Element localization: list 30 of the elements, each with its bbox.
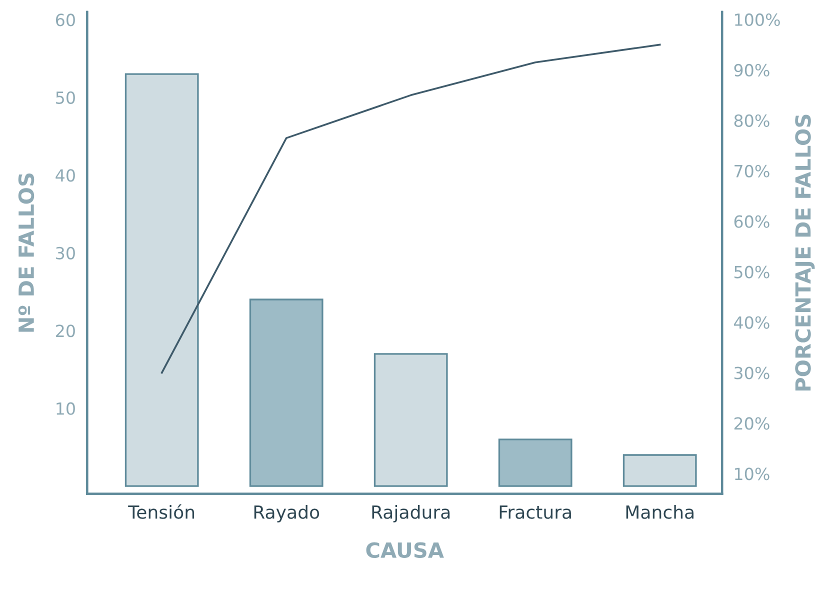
y-axis-title: Nº DE FALLOS [18,174,34,332]
y-tick-label: 20 [56,324,75,338]
x-tick-label: Rayado [254,504,320,522]
line-series [160,44,661,374]
bar [498,438,572,487]
y2-tick-label: 90% [734,64,770,77]
bar [249,298,324,487]
y2-tick-label: 20% [734,417,770,430]
y2-tick-label: 80% [734,114,770,127]
y-tick-label: 60 [56,14,75,26]
x-tick-label: Fractura [500,506,571,519]
y2-tick-label: 60% [734,215,770,228]
y2-tick-label: 30% [734,366,770,380]
y2-tick-label: 50% [734,266,770,278]
y-tick-label: 50 [56,91,75,104]
y-tick-label: 10 [56,402,75,415]
bar [374,353,448,487]
y-tick-label: 30 [56,246,75,260]
y-tick-label: 40 [56,169,75,182]
y2-tick-label: 10% [735,468,770,480]
x-tick-label: Mancha [626,504,694,519]
bar [124,73,199,487]
bar [622,454,697,487]
x-tick-label: Tensión [128,504,194,519]
x-axis-title: CAUSA [366,542,444,558]
y2-tick-label: 40% [734,316,770,329]
y2-axis-title: PORCENTAJE DE FALLOS [795,114,815,391]
x-tick-label: Rajadura [372,504,450,522]
y2-tick-label: 100% [735,13,780,26]
y2-tick-label: 70% [734,164,770,178]
